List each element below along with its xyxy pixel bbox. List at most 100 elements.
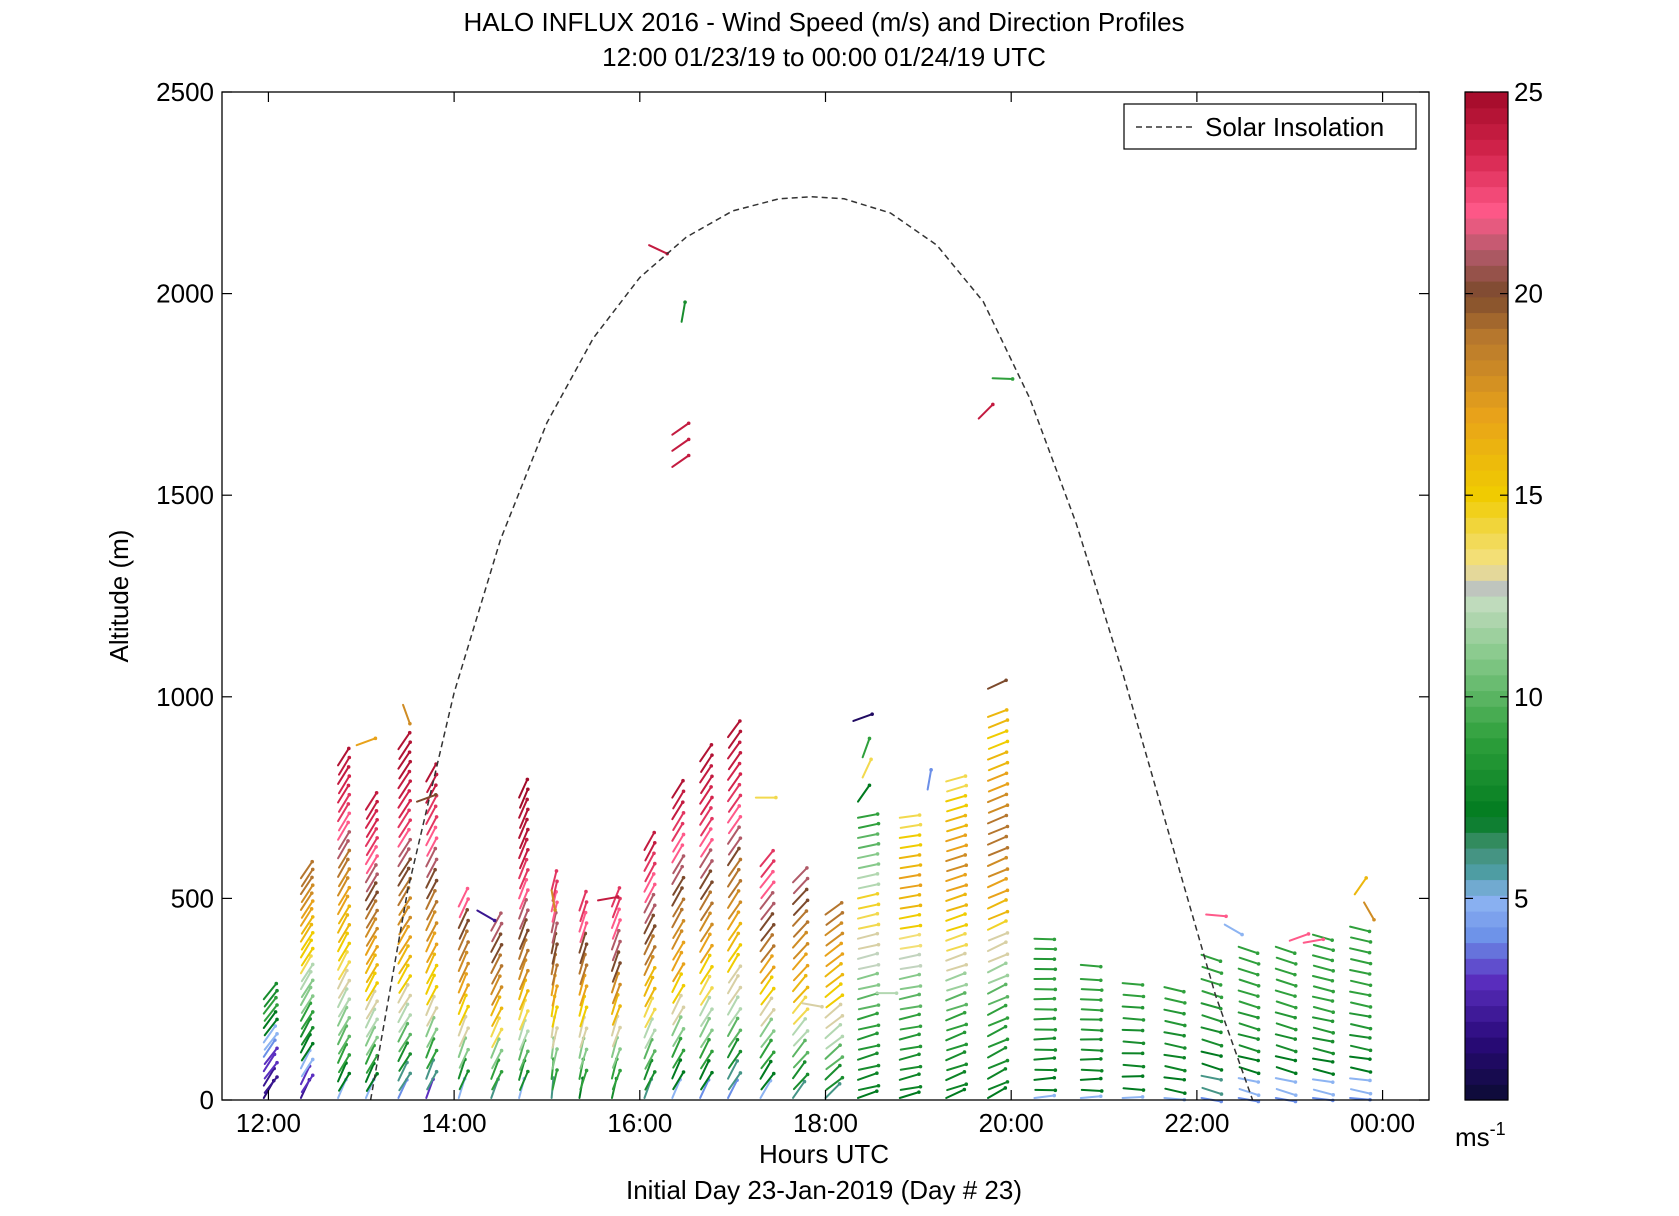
wind-vector — [672, 811, 686, 831]
wind-vector — [792, 898, 810, 916]
wind-vector — [759, 890, 775, 910]
wind-vector — [898, 932, 922, 940]
wind-vector — [1201, 990, 1224, 1000]
wind-vector — [518, 777, 530, 799]
wind-vector — [397, 866, 411, 887]
wind-vector — [578, 910, 588, 933]
wind-vector — [861, 736, 872, 759]
wind-vector — [458, 961, 470, 983]
wind-vector — [986, 1045, 1008, 1059]
wind-vector — [986, 708, 1009, 718]
wind-vector — [898, 1032, 921, 1041]
wind-vector — [824, 982, 843, 998]
wind-vector — [861, 757, 873, 779]
wind-vector — [792, 952, 808, 971]
wind-vector — [579, 1005, 589, 1028]
colorbar-band — [1465, 926, 1508, 944]
wind-vector — [426, 836, 439, 857]
wind-vector — [1350, 1088, 1373, 1096]
colorbar-band — [1465, 627, 1508, 644]
wind-vector — [397, 905, 411, 926]
wind-vector — [299, 922, 314, 943]
colorbar-band — [1465, 485, 1508, 503]
wind-vector — [364, 809, 379, 829]
wind-vector — [792, 887, 809, 906]
wind-vector — [643, 830, 657, 852]
wind-vector — [1275, 1022, 1298, 1032]
wind-vector — [365, 799, 379, 820]
wind-vector — [1350, 1066, 1373, 1074]
wind-vector — [1238, 978, 1261, 988]
wind-vector — [519, 1009, 530, 1031]
wind-vector — [1200, 1002, 1223, 1011]
wind-vector — [551, 1047, 559, 1070]
wind-vector — [550, 869, 559, 892]
wind-vector — [926, 768, 933, 791]
wind-vector — [671, 972, 683, 993]
colorbar-tick-label: 10 — [1514, 682, 1543, 712]
wind-vector — [578, 889, 588, 912]
wind-vector — [611, 1047, 622, 1069]
wind-vector — [987, 952, 1010, 963]
wind-vector — [899, 863, 923, 870]
wind-vector — [1311, 995, 1335, 1003]
wind-vector — [946, 883, 969, 892]
wind-vector — [856, 1051, 879, 1061]
wind-vector — [1350, 936, 1373, 944]
wind-vector — [727, 804, 742, 824]
colorbar-band — [1465, 1037, 1508, 1054]
wind-vector — [1349, 947, 1372, 955]
wind-vector — [337, 867, 352, 888]
colorbar-band — [1465, 690, 1508, 707]
wind-vector — [300, 883, 315, 903]
wind-vector — [364, 881, 378, 902]
wind-vector — [727, 889, 741, 909]
wind-vector — [991, 377, 1015, 381]
wind-vector — [899, 822, 923, 829]
wind-vector — [364, 971, 377, 993]
wind-vector — [760, 944, 776, 963]
wind-vector — [1164, 1065, 1187, 1073]
wind-vector — [986, 678, 1008, 690]
wind-vector — [337, 820, 350, 841]
colorbar-band — [1465, 344, 1508, 361]
wind-vector — [987, 973, 1010, 984]
wind-vector — [643, 872, 656, 893]
wind-vector — [1349, 1077, 1372, 1083]
wind-vector — [1163, 1053, 1186, 1060]
colorbar-band — [1465, 123, 1508, 140]
wind-vector — [426, 857, 439, 879]
wind-vector — [699, 806, 713, 826]
wind-vector — [365, 1035, 379, 1056]
wind-vector — [644, 1070, 657, 1091]
wind-vector — [1079, 963, 1103, 969]
colorbar-band — [1465, 848, 1508, 865]
wind-vector — [337, 802, 351, 823]
wind-vector — [337, 960, 352, 981]
wind-vector — [672, 962, 686, 983]
wind-vector — [551, 1068, 559, 1091]
wind-vector — [759, 996, 774, 1016]
wind-vector — [986, 855, 1009, 867]
wind-vector — [519, 868, 530, 890]
wind-vector — [644, 924, 657, 945]
wind-vector — [1275, 1044, 1298, 1054]
wind-vector — [519, 948, 530, 970]
wind-vector — [426, 900, 439, 921]
wind-vector — [792, 930, 809, 949]
wind-vector — [337, 904, 352, 925]
wind-vector — [1033, 1056, 1057, 1061]
wind-vector — [856, 783, 872, 803]
wind-vector — [754, 795, 778, 800]
wind-vector — [398, 759, 413, 780]
wind-vector — [397, 1002, 410, 1024]
wind-vector — [491, 1006, 504, 1027]
wind-vector — [760, 1029, 776, 1048]
wind-vector — [1237, 967, 1260, 977]
wind-vector — [945, 951, 967, 962]
wind-vector — [856, 832, 880, 839]
wind-vector — [699, 848, 713, 869]
wind-vector — [1274, 1055, 1298, 1063]
wind-vector — [792, 1029, 810, 1047]
